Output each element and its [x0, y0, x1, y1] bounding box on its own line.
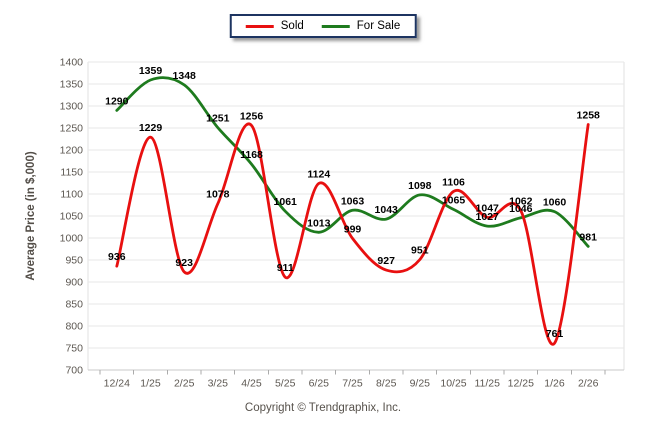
- y-axis-tick-label: 1100: [60, 189, 83, 201]
- x-axis-tick-label: 7/25: [342, 378, 363, 390]
- data-label-for-sale: 1065: [442, 194, 466, 206]
- data-label-sold: 1258: [577, 110, 601, 122]
- data-label-for-sale: 1027: [476, 211, 500, 223]
- data-label-for-sale: 1046: [509, 203, 533, 215]
- x-axis-tick-label: 6/25: [309, 378, 330, 390]
- data-label-sold: 1229: [139, 122, 163, 134]
- x-axis-tick-label: 2/26: [578, 378, 599, 390]
- data-label-sold: 1106: [442, 176, 465, 188]
- x-axis-tick-label: 5/25: [275, 378, 296, 390]
- data-label-sold: 936: [108, 251, 126, 263]
- data-label-for-sale: 1013: [307, 217, 331, 229]
- data-label-for-sale: 981: [579, 231, 597, 243]
- y-axis-tick-label: 750: [65, 343, 83, 355]
- data-label-for-sale: 1290: [105, 95, 129, 107]
- y-axis-tick-label: 1150: [60, 167, 83, 179]
- y-axis-tick-label: 1000: [60, 233, 84, 245]
- data-label-sold: 1256: [240, 110, 264, 122]
- y-axis-tick-label: 1400: [60, 57, 84, 69]
- y-axis-tick-label: 1050: [60, 211, 84, 223]
- x-axis-tick-label: 8/25: [376, 378, 397, 390]
- y-axis-tick-label: 850: [65, 299, 83, 311]
- legend-item-for-sale: For Sale: [321, 20, 401, 32]
- data-label-sold: 927: [377, 255, 395, 267]
- legend-label-for-sale: For Sale: [356, 20, 401, 32]
- legend-item-sold: Sold: [245, 20, 304, 32]
- data-label-for-sale: 1098: [408, 180, 432, 192]
- x-axis-tick-label: 1/26: [544, 378, 565, 390]
- y-axis-tick-label: 800: [65, 321, 83, 333]
- x-axis-tick-label: 11/25: [474, 378, 500, 390]
- legend: Sold For Sale: [229, 14, 417, 38]
- x-axis-tick-label: 2/25: [174, 378, 195, 390]
- data-label-sold: 999: [344, 223, 362, 235]
- x-axis-tick-label: 9/25: [410, 378, 431, 390]
- data-label-sold: 951: [411, 245, 429, 257]
- data-label-sold: 761: [546, 328, 564, 340]
- y-axis-title: Average Price (in $,000): [25, 151, 37, 281]
- data-label-for-sale: 1348: [173, 70, 197, 82]
- y-axis-tick-label: 1250: [60, 123, 84, 135]
- y-axis-tick-label: 1350: [60, 79, 84, 91]
- x-axis-tick-label: 3/25: [208, 378, 229, 390]
- series-line-for-sale: [115, 76, 590, 248]
- data-label-sold: 923: [175, 257, 193, 269]
- legend-label-sold: Sold: [280, 20, 304, 32]
- x-axis-tick-label: 10/25: [440, 378, 466, 390]
- copyright-text: Copyright © Trendgraphix, Inc.: [244, 402, 402, 414]
- data-label-for-sale: 1063: [341, 195, 365, 207]
- data-label-sold: 1124: [307, 168, 330, 180]
- data-label-for-sale: 1168: [240, 149, 263, 161]
- y-axis-tick-label: 1300: [60, 101, 84, 113]
- x-axis-tick-label: 4/25: [241, 378, 262, 390]
- data-label-for-sale: 1061: [274, 196, 298, 208]
- y-axis-tick-label: 950: [65, 255, 83, 267]
- y-axis-tick-label: 700: [65, 365, 83, 377]
- data-label-sold: 1062: [509, 196, 533, 208]
- data-label-sold: 911: [277, 262, 294, 274]
- data-label-sold: 1047: [476, 202, 500, 214]
- data-label-for-sale: 1251: [206, 113, 230, 125]
- data-label-for-sale: 1359: [139, 65, 163, 77]
- data-label-for-sale: 1060: [543, 197, 567, 209]
- x-axis-tick-label: 12/25: [508, 378, 534, 390]
- sold-line-swatch: [245, 24, 274, 28]
- y-axis-tick-label: 900: [65, 277, 83, 289]
- series-line-sold: [115, 122, 590, 346]
- x-axis-tick-label: 1/25: [140, 378, 161, 390]
- x-axis-tick-label: 12/24: [104, 378, 130, 390]
- y-axis-tick-label: 1200: [60, 145, 84, 157]
- for-sale-line-swatch: [321, 24, 350, 28]
- data-label-for-sale: 1043: [375, 204, 399, 216]
- data-label-sold: 1078: [206, 189, 230, 201]
